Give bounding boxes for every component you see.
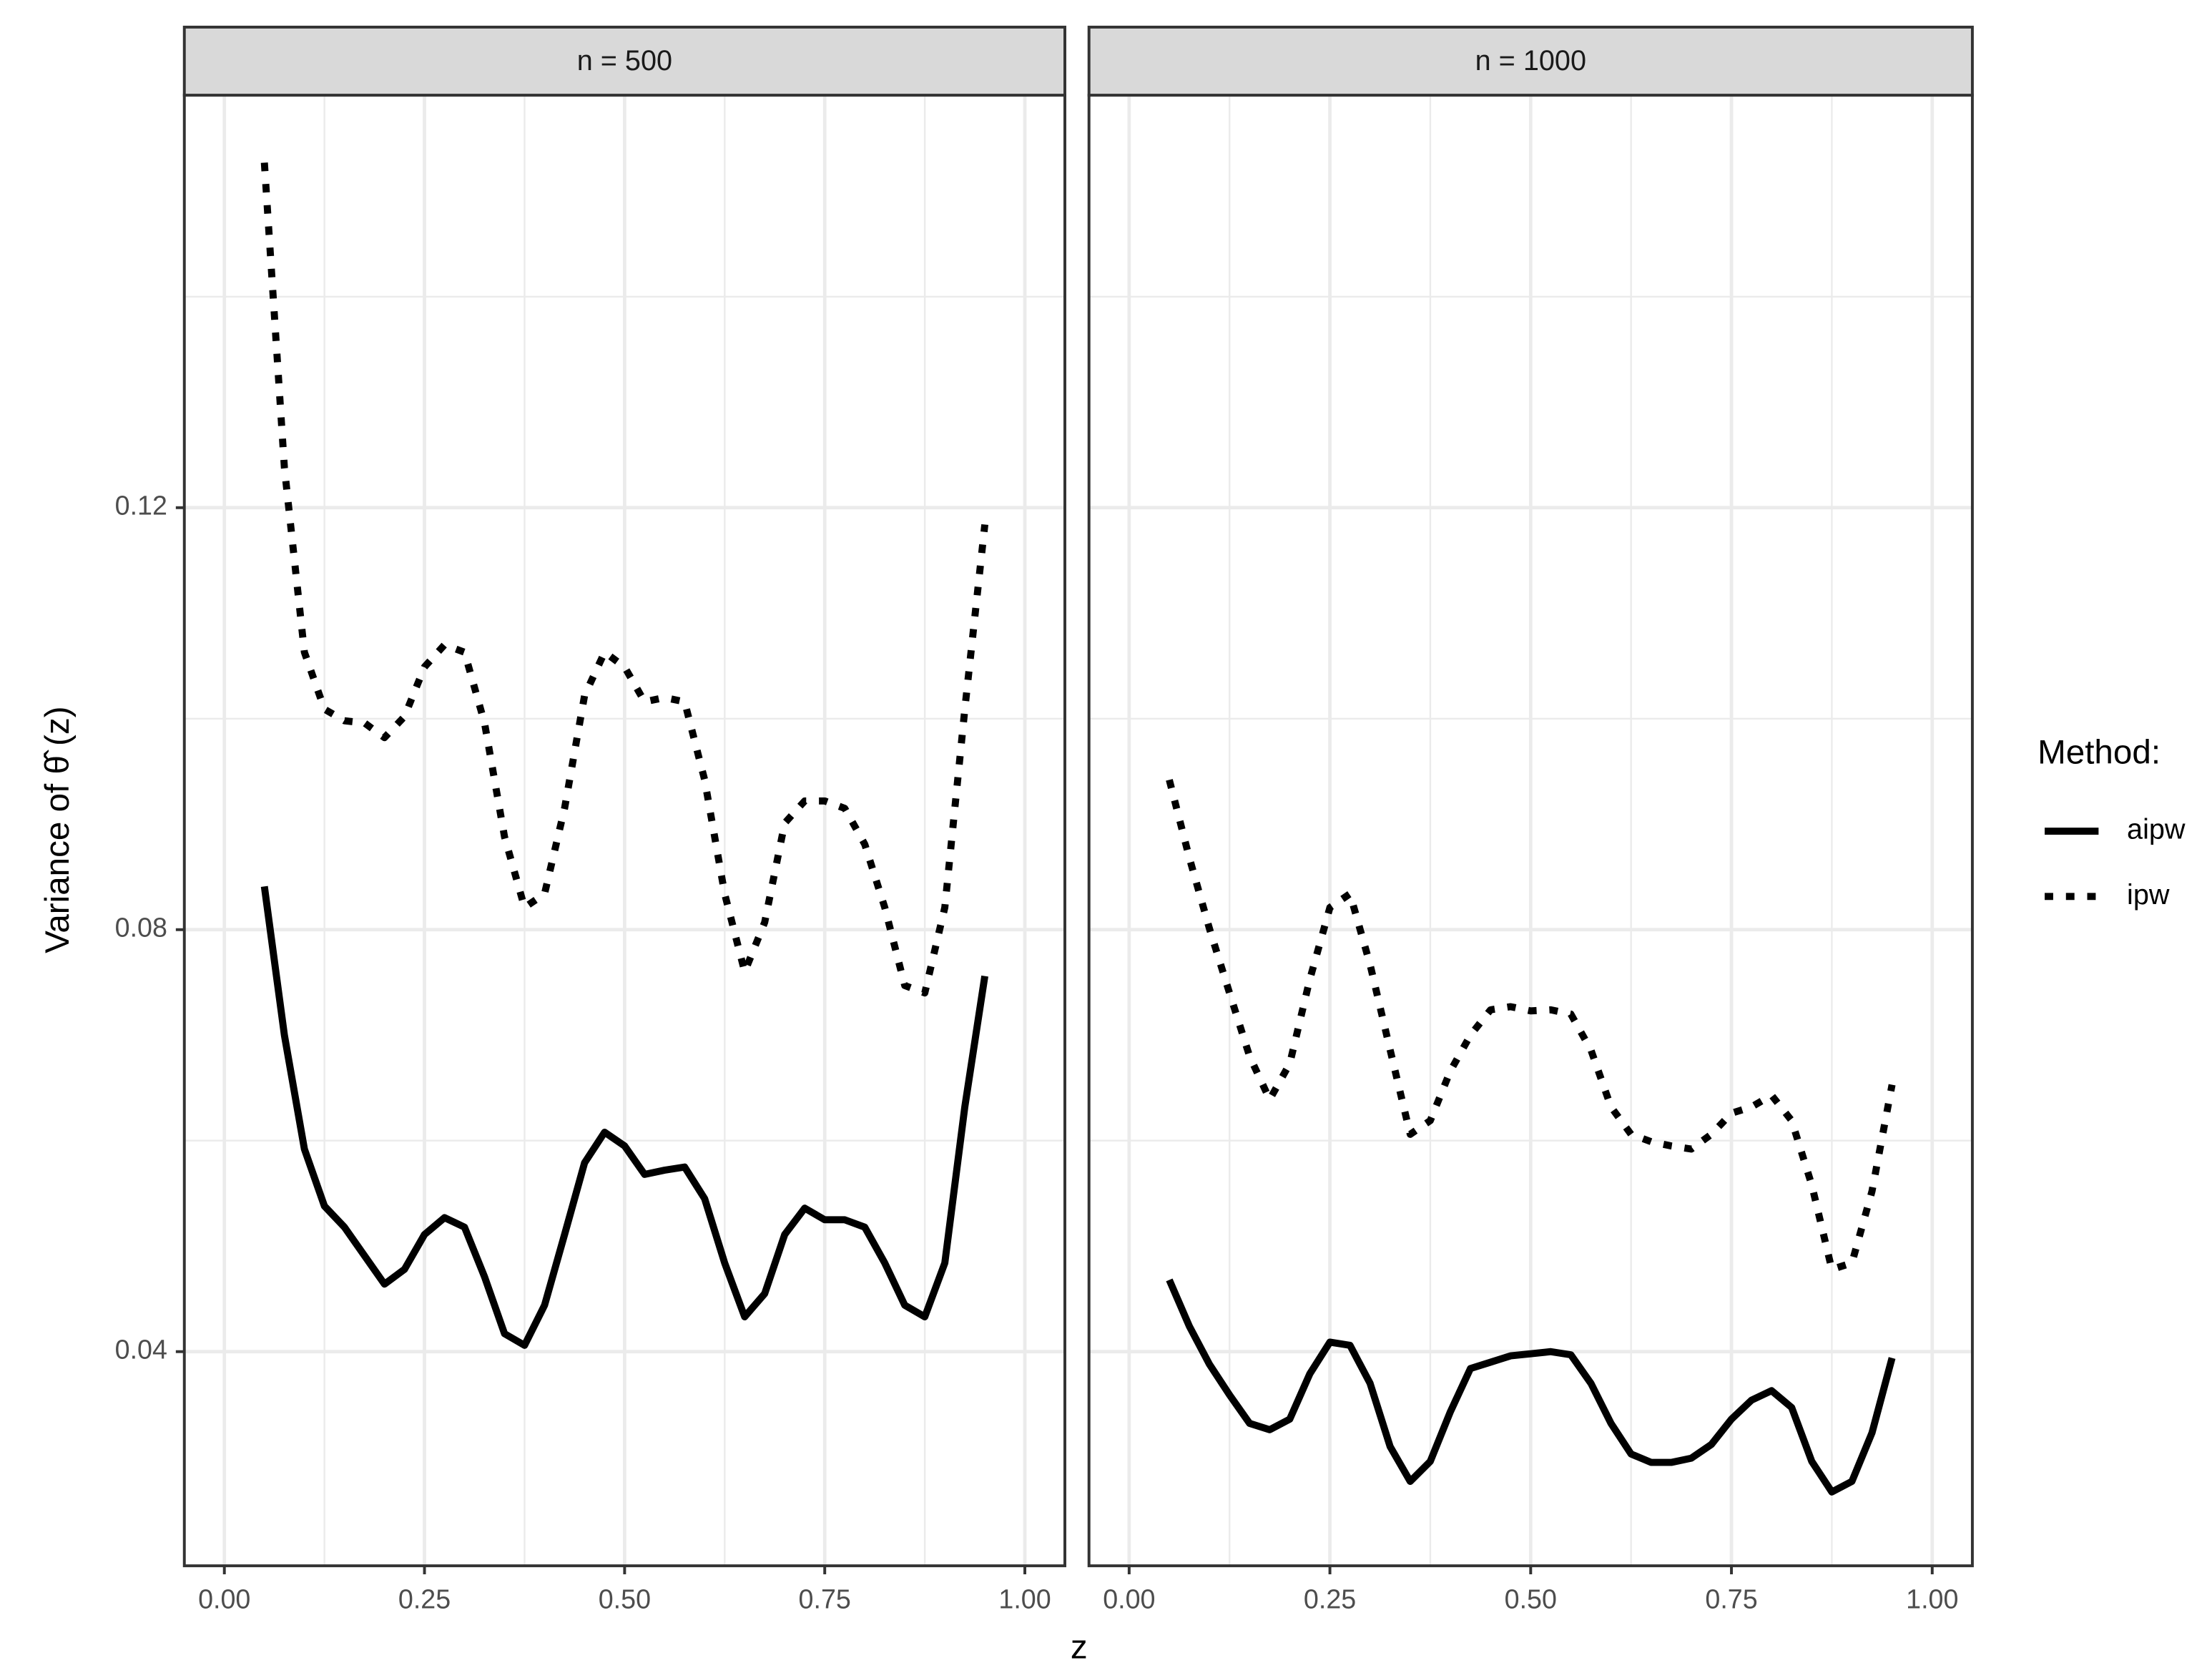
y-axis-label: Variance of θ̂ (z) xyxy=(39,706,77,953)
facet-title: n = 500 xyxy=(577,45,672,77)
x-tick-label: 0.50 xyxy=(1505,1584,1557,1614)
x-tick-label: 0.25 xyxy=(1304,1584,1356,1614)
legend-label: ipw xyxy=(2127,879,2170,911)
y-tick-label: 0.12 xyxy=(115,491,167,521)
x-tick-label: 0.00 xyxy=(1103,1584,1155,1614)
x-tick-label: 0.75 xyxy=(799,1584,851,1614)
x-axis-label: z xyxy=(1071,1629,1088,1667)
legend-label: aipw xyxy=(2127,814,2186,845)
x-tick-label: 0.00 xyxy=(198,1584,250,1614)
data-line xyxy=(260,885,988,1349)
data-line xyxy=(260,162,989,997)
data-line xyxy=(1166,1278,1896,1496)
y-tick-label: 0.08 xyxy=(115,913,167,943)
x-tick-label: 0.25 xyxy=(398,1584,451,1614)
facet-strip xyxy=(1087,25,1974,97)
data-line xyxy=(1166,779,1896,1273)
y-tick-label: 0.04 xyxy=(115,1335,167,1365)
facet-strip xyxy=(182,25,1066,97)
x-tick-label: 1.00 xyxy=(998,1584,1051,1614)
x-tick-label: 0.75 xyxy=(1705,1584,1757,1614)
x-tick-label: 0.50 xyxy=(599,1584,651,1614)
x-tick-label: 1.00 xyxy=(1906,1584,1958,1614)
facet-title: n = 1000 xyxy=(1475,45,1586,77)
legend-title: Method: xyxy=(2038,734,2161,772)
